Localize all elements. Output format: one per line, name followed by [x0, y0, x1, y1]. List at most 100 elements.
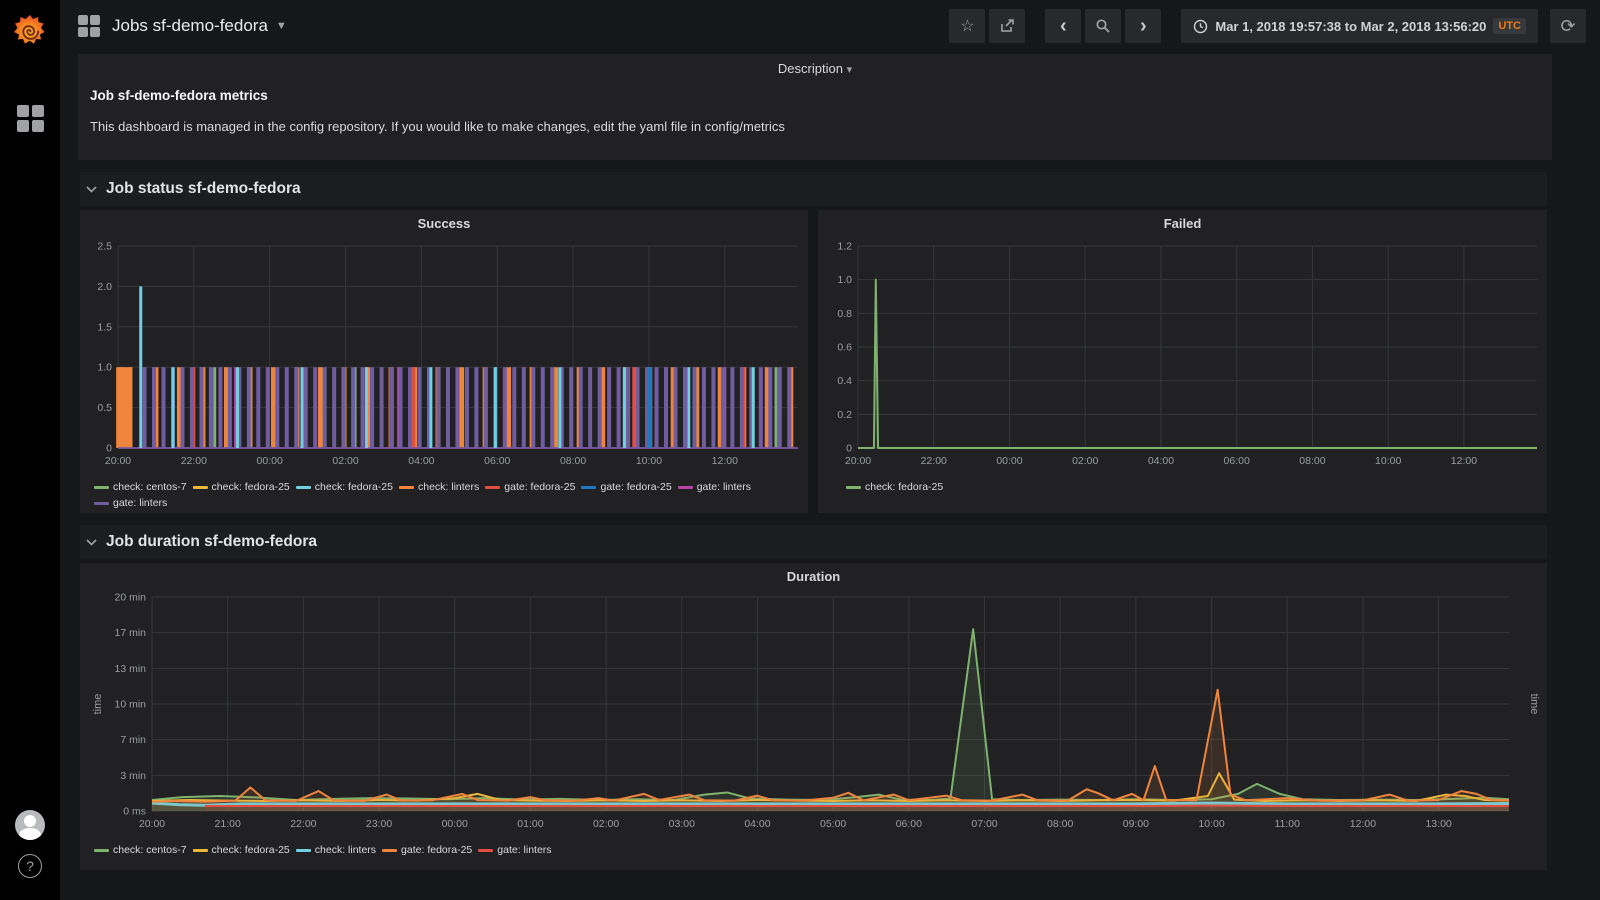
- help-icon[interactable]: ?: [18, 854, 42, 878]
- svg-text:06:00: 06:00: [896, 818, 922, 830]
- success-legend: check: centos-7 check: fedora-25 check: fe…: [88, 479, 800, 511]
- row-title: Job duration sf-demo-fedora: [106, 533, 317, 551]
- legend-item[interactable]: check: fedora-25: [296, 479, 393, 495]
- timezone-badge: UTC: [1493, 18, 1526, 34]
- sidebar-item-dashboards[interactable]: [8, 100, 52, 136]
- chart-canvas: 20:0021:0022:0023:0000:0001:0002:0003:00…: [88, 589, 1539, 837]
- legend-label: check: linters: [315, 842, 376, 858]
- row-header-job-duration[interactable]: Job duration sf-demo-fedora: [80, 525, 1547, 559]
- legend-item[interactable]: gate: linters: [478, 842, 551, 858]
- svg-text:01:00: 01:00: [517, 818, 543, 830]
- legend-swatch: [399, 486, 414, 489]
- page-title: Jobs sf-demo-fedora: [112, 16, 268, 36]
- duration-legend: check: centos-7 check: fedora-25 check: li…: [88, 842, 1539, 858]
- share-icon: [999, 18, 1015, 34]
- svg-text:08:00: 08:00: [560, 455, 586, 467]
- svg-text:21:00: 21:00: [215, 818, 241, 830]
- failed-panel: Failed 20:0022:0000:0002:0004:0006:0008:…: [818, 210, 1547, 513]
- job-status-panels-row: Success 20:0022:0000:0002:0004:0006:0008…: [80, 210, 1547, 513]
- navbar-left: Jobs sf-demo-fedora ▼: [78, 15, 287, 37]
- legend-item[interactable]: check: fedora-25: [193, 842, 290, 858]
- failed-chart[interactable]: 20:0022:0000:0002:0004:0006:0008:0010:00…: [826, 236, 1539, 479]
- chart-canvas: 20:0022:0000:0002:0004:0006:0008:0010:00…: [88, 236, 800, 474]
- time-range-picker[interactable]: Mar 1, 2018 19:57:38 to Mar 2, 2018 13:5…: [1181, 9, 1538, 43]
- legend-item[interactable]: gate: linters: [678, 479, 751, 495]
- share-button[interactable]: [989, 9, 1025, 43]
- time-back-button[interactable]: ‹: [1045, 9, 1081, 43]
- legend-item[interactable]: check: linters: [296, 842, 376, 858]
- legend-swatch: [94, 486, 109, 489]
- duration-chart[interactable]: 20:0021:0022:0023:0000:0001:0002:0003:00…: [88, 589, 1539, 842]
- star-button[interactable]: ☆: [949, 9, 985, 43]
- legend-swatch: [94, 502, 109, 505]
- svg-text:20 min: 20 min: [114, 592, 146, 604]
- star-icon: ☆: [960, 16, 974, 36]
- legend-item[interactable]: gate: linters: [94, 495, 794, 511]
- legend-item[interactable]: gate: fedora-25: [581, 479, 671, 495]
- svg-text:12:00: 12:00: [1451, 455, 1477, 467]
- failed-panel-title[interactable]: Failed: [826, 212, 1539, 236]
- navbar: Jobs sf-demo-fedora ▼ ☆ ‹: [60, 0, 1600, 52]
- svg-text:1.0: 1.0: [97, 362, 112, 374]
- svg-text:02:00: 02:00: [332, 455, 358, 467]
- svg-text:05:00: 05:00: [820, 818, 846, 830]
- legend-item[interactable]: gate: fedora-25: [485, 479, 575, 495]
- svg-text:0: 0: [846, 443, 852, 455]
- svg-text:22:00: 22:00: [181, 455, 207, 467]
- description-panel-title[interactable]: Description ▾: [90, 58, 1540, 80]
- legend-label: gate: fedora-25: [504, 479, 575, 495]
- description-heading: Job sf-demo-fedora metrics: [90, 88, 1540, 103]
- legend-item[interactable]: check: fedora-25: [193, 479, 290, 495]
- duration-panel-title[interactable]: Duration: [88, 565, 1539, 589]
- row-title: Job status sf-demo-fedora: [106, 180, 301, 198]
- panel-menu-caret-icon: ▾: [847, 64, 853, 76]
- legend-item[interactable]: check: centos-7: [94, 479, 187, 495]
- svg-text:0 ms: 0 ms: [123, 806, 146, 818]
- svg-text:0.8: 0.8: [837, 308, 852, 320]
- svg-text:time: time: [92, 694, 104, 715]
- svg-text:10:00: 10:00: [1198, 818, 1224, 830]
- legend-label: gate: linters: [697, 479, 751, 495]
- legend-item[interactable]: check: centos-7: [94, 842, 187, 858]
- legend-swatch: [846, 486, 861, 489]
- legend-label: check: linters: [418, 479, 479, 495]
- legend-label: gate: linters: [497, 842, 551, 858]
- svg-text:time: time: [1528, 694, 1539, 715]
- svg-text:2.0: 2.0: [97, 281, 112, 293]
- success-panel: Success 20:0022:0000:0002:0004:0006:0008…: [80, 210, 808, 513]
- svg-text:00:00: 00:00: [996, 455, 1022, 467]
- legend-swatch: [296, 849, 311, 852]
- description-panel: Description ▾ Job sf-demo-fedora metrics…: [78, 54, 1552, 160]
- legend-label: check: centos-7: [113, 842, 187, 858]
- chart-canvas: 20:0022:0000:0002:0004:0006:0008:0010:00…: [826, 236, 1539, 474]
- grafana-logo-icon: [11, 11, 49, 49]
- dashboards-grid-icon: [17, 105, 44, 132]
- legend-swatch: [193, 849, 208, 852]
- legend-swatch: [485, 486, 500, 489]
- legend-swatch: [296, 486, 311, 489]
- success-panel-title[interactable]: Success: [88, 212, 800, 236]
- dashboard-grid-icon[interactable]: [78, 15, 100, 37]
- refresh-button[interactable]: ⟳: [1550, 9, 1586, 43]
- svg-text:10:00: 10:00: [1375, 455, 1401, 467]
- user-avatar[interactable]: [15, 810, 45, 840]
- zoom-out-button[interactable]: [1085, 9, 1121, 43]
- dashboard-title-button[interactable]: Jobs sf-demo-fedora ▼: [112, 16, 287, 36]
- success-chart[interactable]: 20:0022:0000:0002:0004:0006:0008:0010:00…: [88, 236, 800, 479]
- row-header-job-status[interactable]: Job status sf-demo-fedora: [80, 172, 1547, 206]
- legend-item[interactable]: check: linters: [399, 479, 479, 495]
- svg-text:7 min: 7 min: [120, 734, 146, 746]
- failed-legend: check: fedora-25: [826, 479, 1539, 495]
- legend-swatch: [581, 486, 596, 489]
- legend-item[interactable]: check: fedora-25: [846, 479, 943, 495]
- legend-label: gate: fedora-25: [401, 842, 472, 858]
- grafana-logo[interactable]: [8, 8, 52, 52]
- svg-text:0.6: 0.6: [837, 342, 852, 354]
- chevron-down-icon: ▼: [276, 20, 287, 32]
- svg-text:0.5: 0.5: [97, 402, 112, 414]
- svg-text:00:00: 00:00: [257, 455, 283, 467]
- legend-label: check: fedora-25: [315, 479, 393, 495]
- legend-item[interactable]: gate: fedora-25: [382, 842, 472, 858]
- avatar-body: [19, 828, 41, 840]
- time-forward-button[interactable]: ›: [1125, 9, 1161, 43]
